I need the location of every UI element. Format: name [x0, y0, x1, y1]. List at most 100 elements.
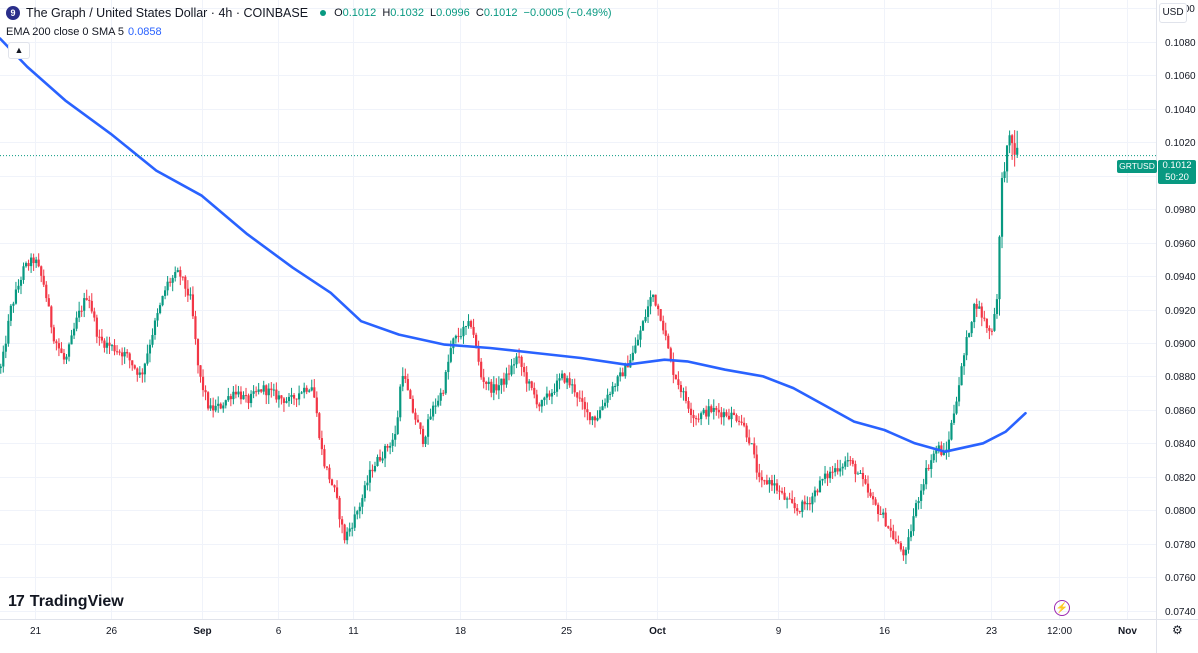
candle-body: [502, 378, 506, 385]
candle-body: [65, 356, 68, 360]
lightning-icon[interactable]: ⚡: [1054, 600, 1070, 616]
candle-body: [95, 317, 98, 337]
candle-body: [864, 479, 867, 484]
candle-body: [285, 401, 288, 403]
candle-body: [98, 336, 101, 338]
candle-body: [897, 541, 900, 544]
candle-body: [909, 531, 913, 538]
candle-body: [725, 412, 728, 416]
candle-body: [679, 385, 683, 392]
candle-body: [252, 391, 255, 394]
candle-body: [821, 478, 824, 481]
candle-body: [849, 460, 852, 462]
candle-body: [330, 479, 334, 486]
candle-body: [447, 361, 450, 373]
symbol-price-label: GRTUSD: [1117, 160, 1157, 173]
candle-body: [414, 412, 417, 420]
price-tick-label: 0.0860: [1165, 406, 1196, 417]
candle-body: [308, 390, 311, 392]
candle-body: [426, 419, 430, 437]
candle-body: [298, 393, 301, 400]
candle-body: [710, 406, 713, 412]
candle-body: [543, 397, 546, 401]
candle-body: [186, 288, 189, 296]
candle-body: [770, 480, 774, 486]
candle-body: [490, 381, 493, 393]
candle-body: [727, 415, 731, 420]
candle-body: [361, 498, 364, 507]
candle-body: [702, 409, 705, 414]
price-tick-label: 0.1080: [1165, 38, 1196, 49]
candle-body: [588, 412, 591, 421]
candle-body: [533, 387, 536, 395]
candle-body: [768, 480, 771, 485]
candle-body: [563, 373, 566, 383]
candle-body: [277, 395, 280, 400]
candle-body: [694, 418, 698, 420]
candle-body: [917, 500, 920, 504]
current-price-value: 0.1012: [1162, 160, 1192, 171]
candle-body: [340, 519, 344, 525]
candle-body: [512, 364, 516, 366]
candle-body: [409, 390, 412, 399]
candle-body: [118, 351, 121, 353]
candle-body: [454, 335, 457, 339]
candle-body: [912, 516, 915, 532]
candle-body: [950, 422, 953, 440]
candle-body: [553, 391, 556, 393]
candle-body: [399, 386, 402, 418]
candle-body: [158, 305, 162, 314]
candle-body: [348, 528, 351, 532]
high-value: 0.1032: [390, 7, 424, 19]
candle-body: [700, 413, 703, 420]
chevron-up-icon[interactable]: ▲: [8, 42, 30, 59]
candle-body: [475, 334, 478, 347]
candle-body: [290, 394, 293, 397]
currency-selector[interactable]: USD: [1159, 3, 1187, 23]
candle-body: [887, 526, 890, 528]
candle-body: [169, 281, 172, 283]
candle-body: [232, 391, 235, 400]
candle-body: [874, 499, 877, 505]
candle-body: [659, 309, 662, 321]
candle-body: [255, 391, 258, 393]
the-graph-logo-icon[interactable]: 9: [6, 6, 20, 20]
candle-body: [45, 284, 48, 299]
symbol-title[interactable]: The Graph / United States Dollar · 4h · …: [26, 6, 309, 20]
candle-body: [904, 549, 908, 556]
candle-body: [576, 392, 579, 398]
candle-body: [973, 304, 976, 323]
candle-body: [242, 395, 245, 400]
high-label: H: [382, 7, 391, 19]
candle-body: [763, 480, 766, 482]
time-tick-label: 21: [30, 626, 42, 637]
open-label: O: [334, 7, 343, 19]
candle-body: [801, 501, 804, 512]
candle-body: [644, 316, 647, 322]
open-value: 0.1012: [342, 7, 377, 19]
gear-icon[interactable]: ⚙: [1172, 623, 1183, 637]
candle-body: [780, 491, 784, 493]
candle-body: [505, 373, 508, 385]
indicator-value: 0.0858: [128, 26, 162, 38]
candle-body: [743, 422, 746, 426]
indicator-legend[interactable]: EMA 200 close 0 SMA 5 0.0858: [6, 26, 162, 38]
candle-body: [343, 524, 346, 541]
candle-body: [237, 391, 240, 395]
candle-body: [37, 259, 40, 267]
tradingview-logo[interactable]: 17 TradingView: [8, 593, 124, 611]
indicator-label: EMA 200 close 0 SMA 5: [6, 26, 125, 38]
candle-body: [555, 380, 559, 392]
time-axis[interactable]: 21 26 Sep 6 11 18 25 Oct 9 16 23 12:00 Nov: [30, 626, 1137, 637]
candle-body: [138, 372, 141, 375]
candle-body: [199, 365, 202, 377]
candle-body: [287, 396, 291, 402]
candle-body: [947, 439, 951, 450]
candle-body: [755, 454, 758, 473]
candle-body: [846, 460, 849, 462]
candle-body: [834, 468, 837, 473]
candle-body: [803, 501, 806, 505]
candle-body: [856, 473, 859, 475]
close-label: C: [475, 7, 484, 19]
